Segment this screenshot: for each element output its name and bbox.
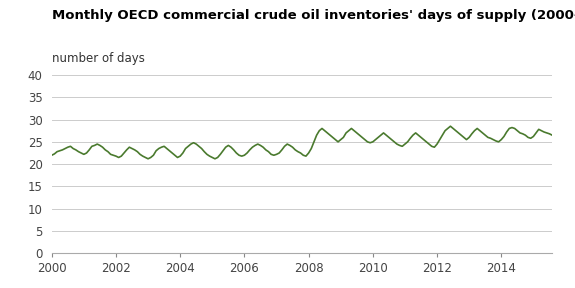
Text: Monthly OECD commercial crude oil inventories' days of supply (2000-2015): Monthly OECD commercial crude oil invent… bbox=[52, 9, 575, 22]
Text: number of days: number of days bbox=[52, 52, 145, 65]
